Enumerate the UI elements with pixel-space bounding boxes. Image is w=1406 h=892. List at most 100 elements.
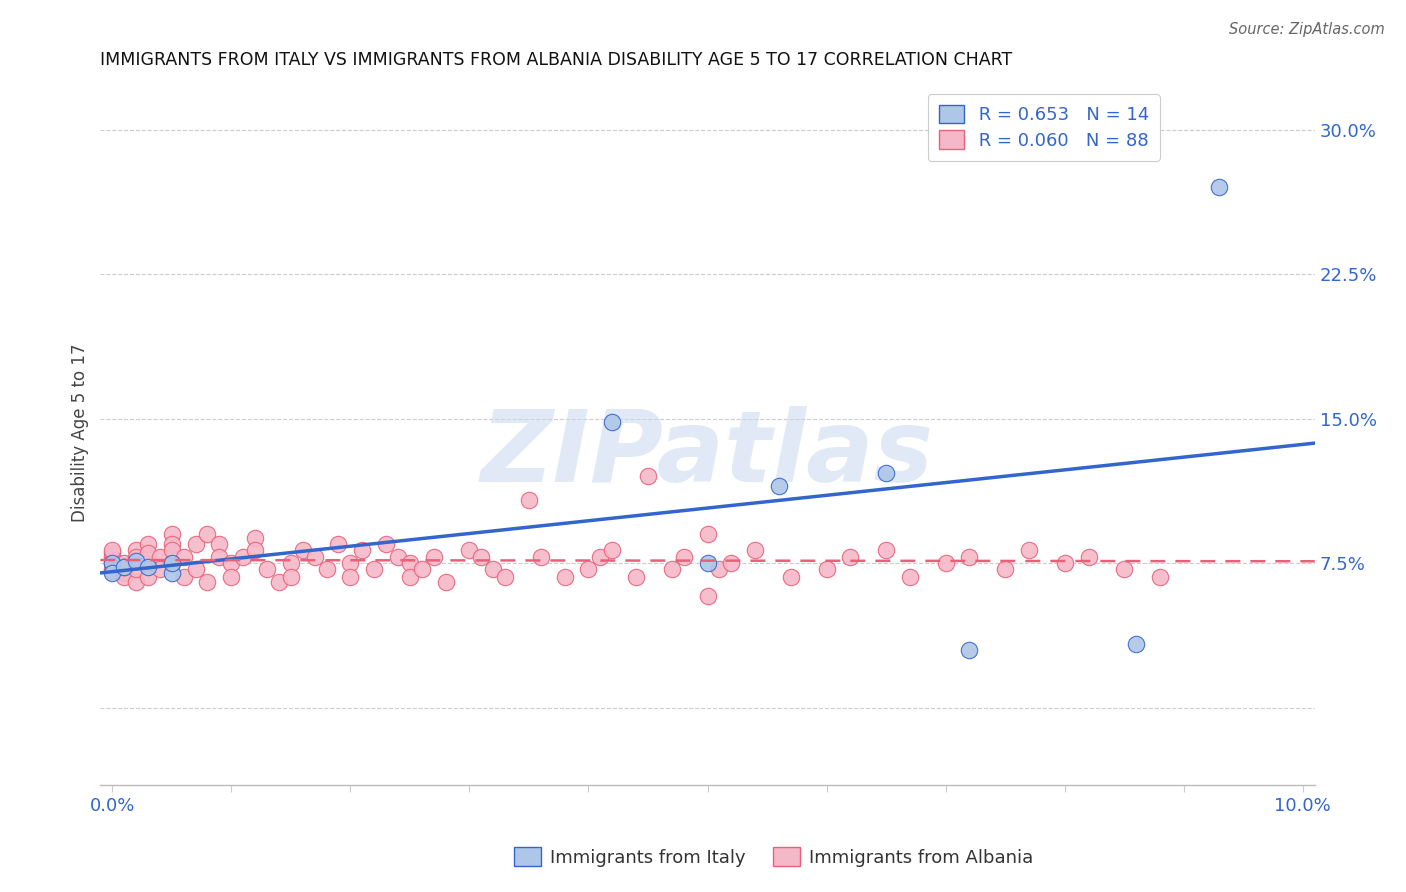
Point <box>589 550 612 565</box>
Text: IMMIGRANTS FROM ITALY VS IMMIGRANTS FROM ALBANIA DISABILITY AGE 5 TO 17 CORRELAT: IMMIGRANTS FROM ITALY VS IMMIGRANTS FROM… <box>100 51 1012 69</box>
Point <box>578 562 600 576</box>
Legend: Immigrants from Italy, Immigrants from Albania: Immigrants from Italy, Immigrants from A… <box>506 840 1040 874</box>
Point <box>720 556 742 570</box>
Point <box>243 542 266 557</box>
Point <box>280 569 302 583</box>
Point <box>149 550 172 565</box>
Point <box>875 542 897 557</box>
Point <box>672 550 695 565</box>
Point <box>101 566 124 580</box>
Point <box>136 547 159 561</box>
Point <box>470 550 492 565</box>
Text: ZIPatlas: ZIPatlas <box>481 406 934 503</box>
Point <box>160 537 183 551</box>
Point <box>125 562 148 576</box>
Point <box>696 589 718 603</box>
Point <box>149 562 172 576</box>
Point <box>173 569 195 583</box>
Point <box>935 556 957 570</box>
Point <box>839 550 862 565</box>
Point <box>482 562 505 576</box>
Point <box>160 556 183 570</box>
Point <box>125 542 148 557</box>
Point <box>624 569 647 583</box>
Point <box>197 575 219 590</box>
Point <box>779 569 801 583</box>
Point <box>160 566 183 580</box>
Point <box>517 492 540 507</box>
Point <box>422 550 444 565</box>
Point <box>600 416 623 430</box>
Point <box>112 560 135 574</box>
Point <box>243 531 266 545</box>
Point <box>1053 556 1076 570</box>
Point <box>208 550 231 565</box>
Point <box>709 562 731 576</box>
Point <box>696 527 718 541</box>
Point <box>125 554 148 568</box>
Point <box>184 562 207 576</box>
Point <box>160 556 183 570</box>
Point <box>768 479 790 493</box>
Point <box>554 569 576 583</box>
Point <box>101 542 124 557</box>
Point <box>898 569 921 583</box>
Point <box>112 560 135 574</box>
Point <box>112 569 135 583</box>
Point <box>101 550 124 565</box>
Point <box>101 556 124 570</box>
Point <box>363 562 385 576</box>
Point <box>101 562 124 576</box>
Point <box>352 542 374 557</box>
Point <box>184 537 207 551</box>
Point <box>328 537 350 551</box>
Point <box>267 575 290 590</box>
Point <box>387 550 409 565</box>
Point <box>1149 569 1171 583</box>
Point <box>136 556 159 570</box>
Point <box>136 537 159 551</box>
Point <box>112 566 135 580</box>
Point <box>375 537 398 551</box>
Point <box>637 469 659 483</box>
Point <box>494 569 516 583</box>
Point <box>1114 562 1136 576</box>
Point <box>221 569 243 583</box>
Point <box>434 575 457 590</box>
Point <box>411 562 433 576</box>
Point <box>304 550 326 565</box>
Point <box>291 542 314 557</box>
Point <box>1077 550 1099 565</box>
Point <box>280 556 302 570</box>
Point <box>399 569 422 583</box>
Point <box>208 537 231 551</box>
Text: Source: ZipAtlas.com: Source: ZipAtlas.com <box>1229 22 1385 37</box>
Point <box>661 562 683 576</box>
Point <box>339 556 361 570</box>
Point <box>256 562 278 576</box>
Point <box>160 542 183 557</box>
Point <box>173 550 195 565</box>
Point <box>112 556 135 570</box>
Point <box>875 466 897 480</box>
Legend:  R = 0.653   N = 14,  R = 0.060   N = 88: R = 0.653 N = 14, R = 0.060 N = 88 <box>928 94 1160 161</box>
Point <box>125 575 148 590</box>
Point <box>994 562 1017 576</box>
Point <box>1018 542 1040 557</box>
Point <box>530 550 553 565</box>
Point <box>744 542 766 557</box>
Point <box>1125 637 1147 651</box>
Point <box>101 556 124 570</box>
Point <box>600 542 623 557</box>
Point <box>339 569 361 583</box>
Y-axis label: Disability Age 5 to 17: Disability Age 5 to 17 <box>72 343 89 523</box>
Point <box>125 550 148 565</box>
Point <box>232 550 254 565</box>
Point <box>101 564 124 578</box>
Point <box>696 556 718 570</box>
Point <box>221 556 243 570</box>
Point <box>160 527 183 541</box>
Point <box>136 560 159 574</box>
Point <box>1208 180 1230 194</box>
Point <box>399 556 422 570</box>
